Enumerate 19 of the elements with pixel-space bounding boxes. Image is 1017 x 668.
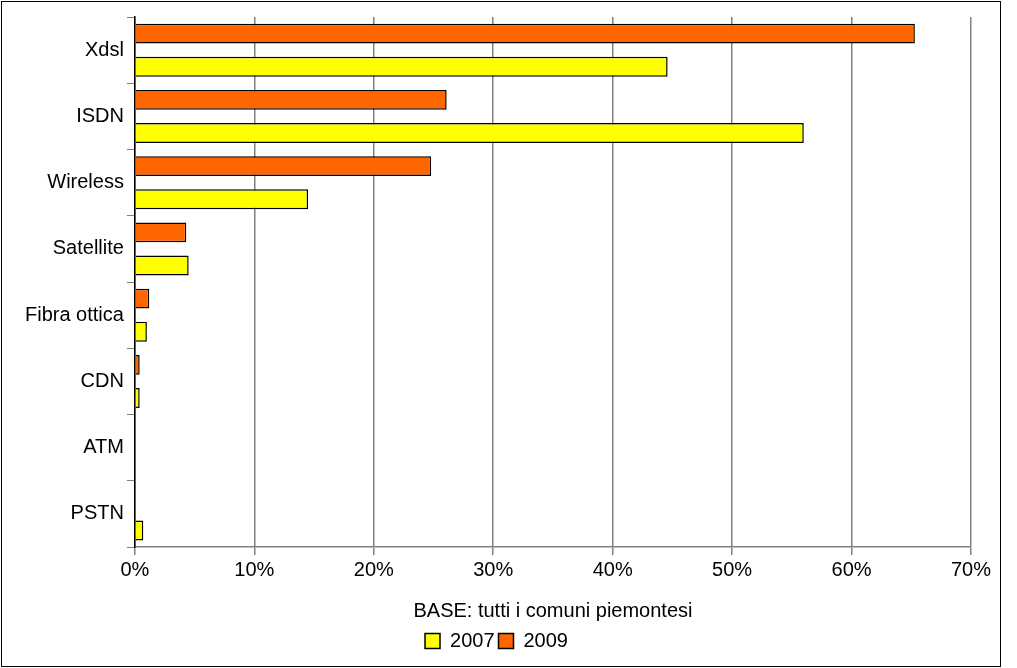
x-tick-label: 50%	[712, 557, 753, 580]
x-tick-label: 60%	[831, 557, 872, 580]
x-tick-label: 20%	[353, 557, 395, 580]
y-tick-label: CDN	[80, 368, 124, 391]
x-tick-label: 70%	[950, 557, 992, 580]
legend-label: 2009	[523, 628, 568, 651]
y-tick-label: PSTN	[70, 501, 124, 524]
y-tick-label: Xdsl	[85, 37, 124, 60]
x-tick-label: 0%	[120, 557, 150, 580]
y-tick-label: ISDN	[76, 103, 124, 126]
x-tick-label: 30%	[473, 557, 514, 580]
y-tick-label: Wireless	[47, 170, 124, 193]
x-tick-label: 10%	[234, 557, 275, 580]
x-axis-title: BASE: tutti i comuni piemontesi	[413, 598, 693, 621]
y-tick-label: ATM	[83, 435, 124, 458]
y-tick-label: Satellite	[52, 236, 124, 259]
y-tick-label: Fibra ottica	[24, 302, 125, 325]
x-tick-label: 40%	[592, 557, 633, 580]
legend-label: 2007	[450, 628, 495, 651]
